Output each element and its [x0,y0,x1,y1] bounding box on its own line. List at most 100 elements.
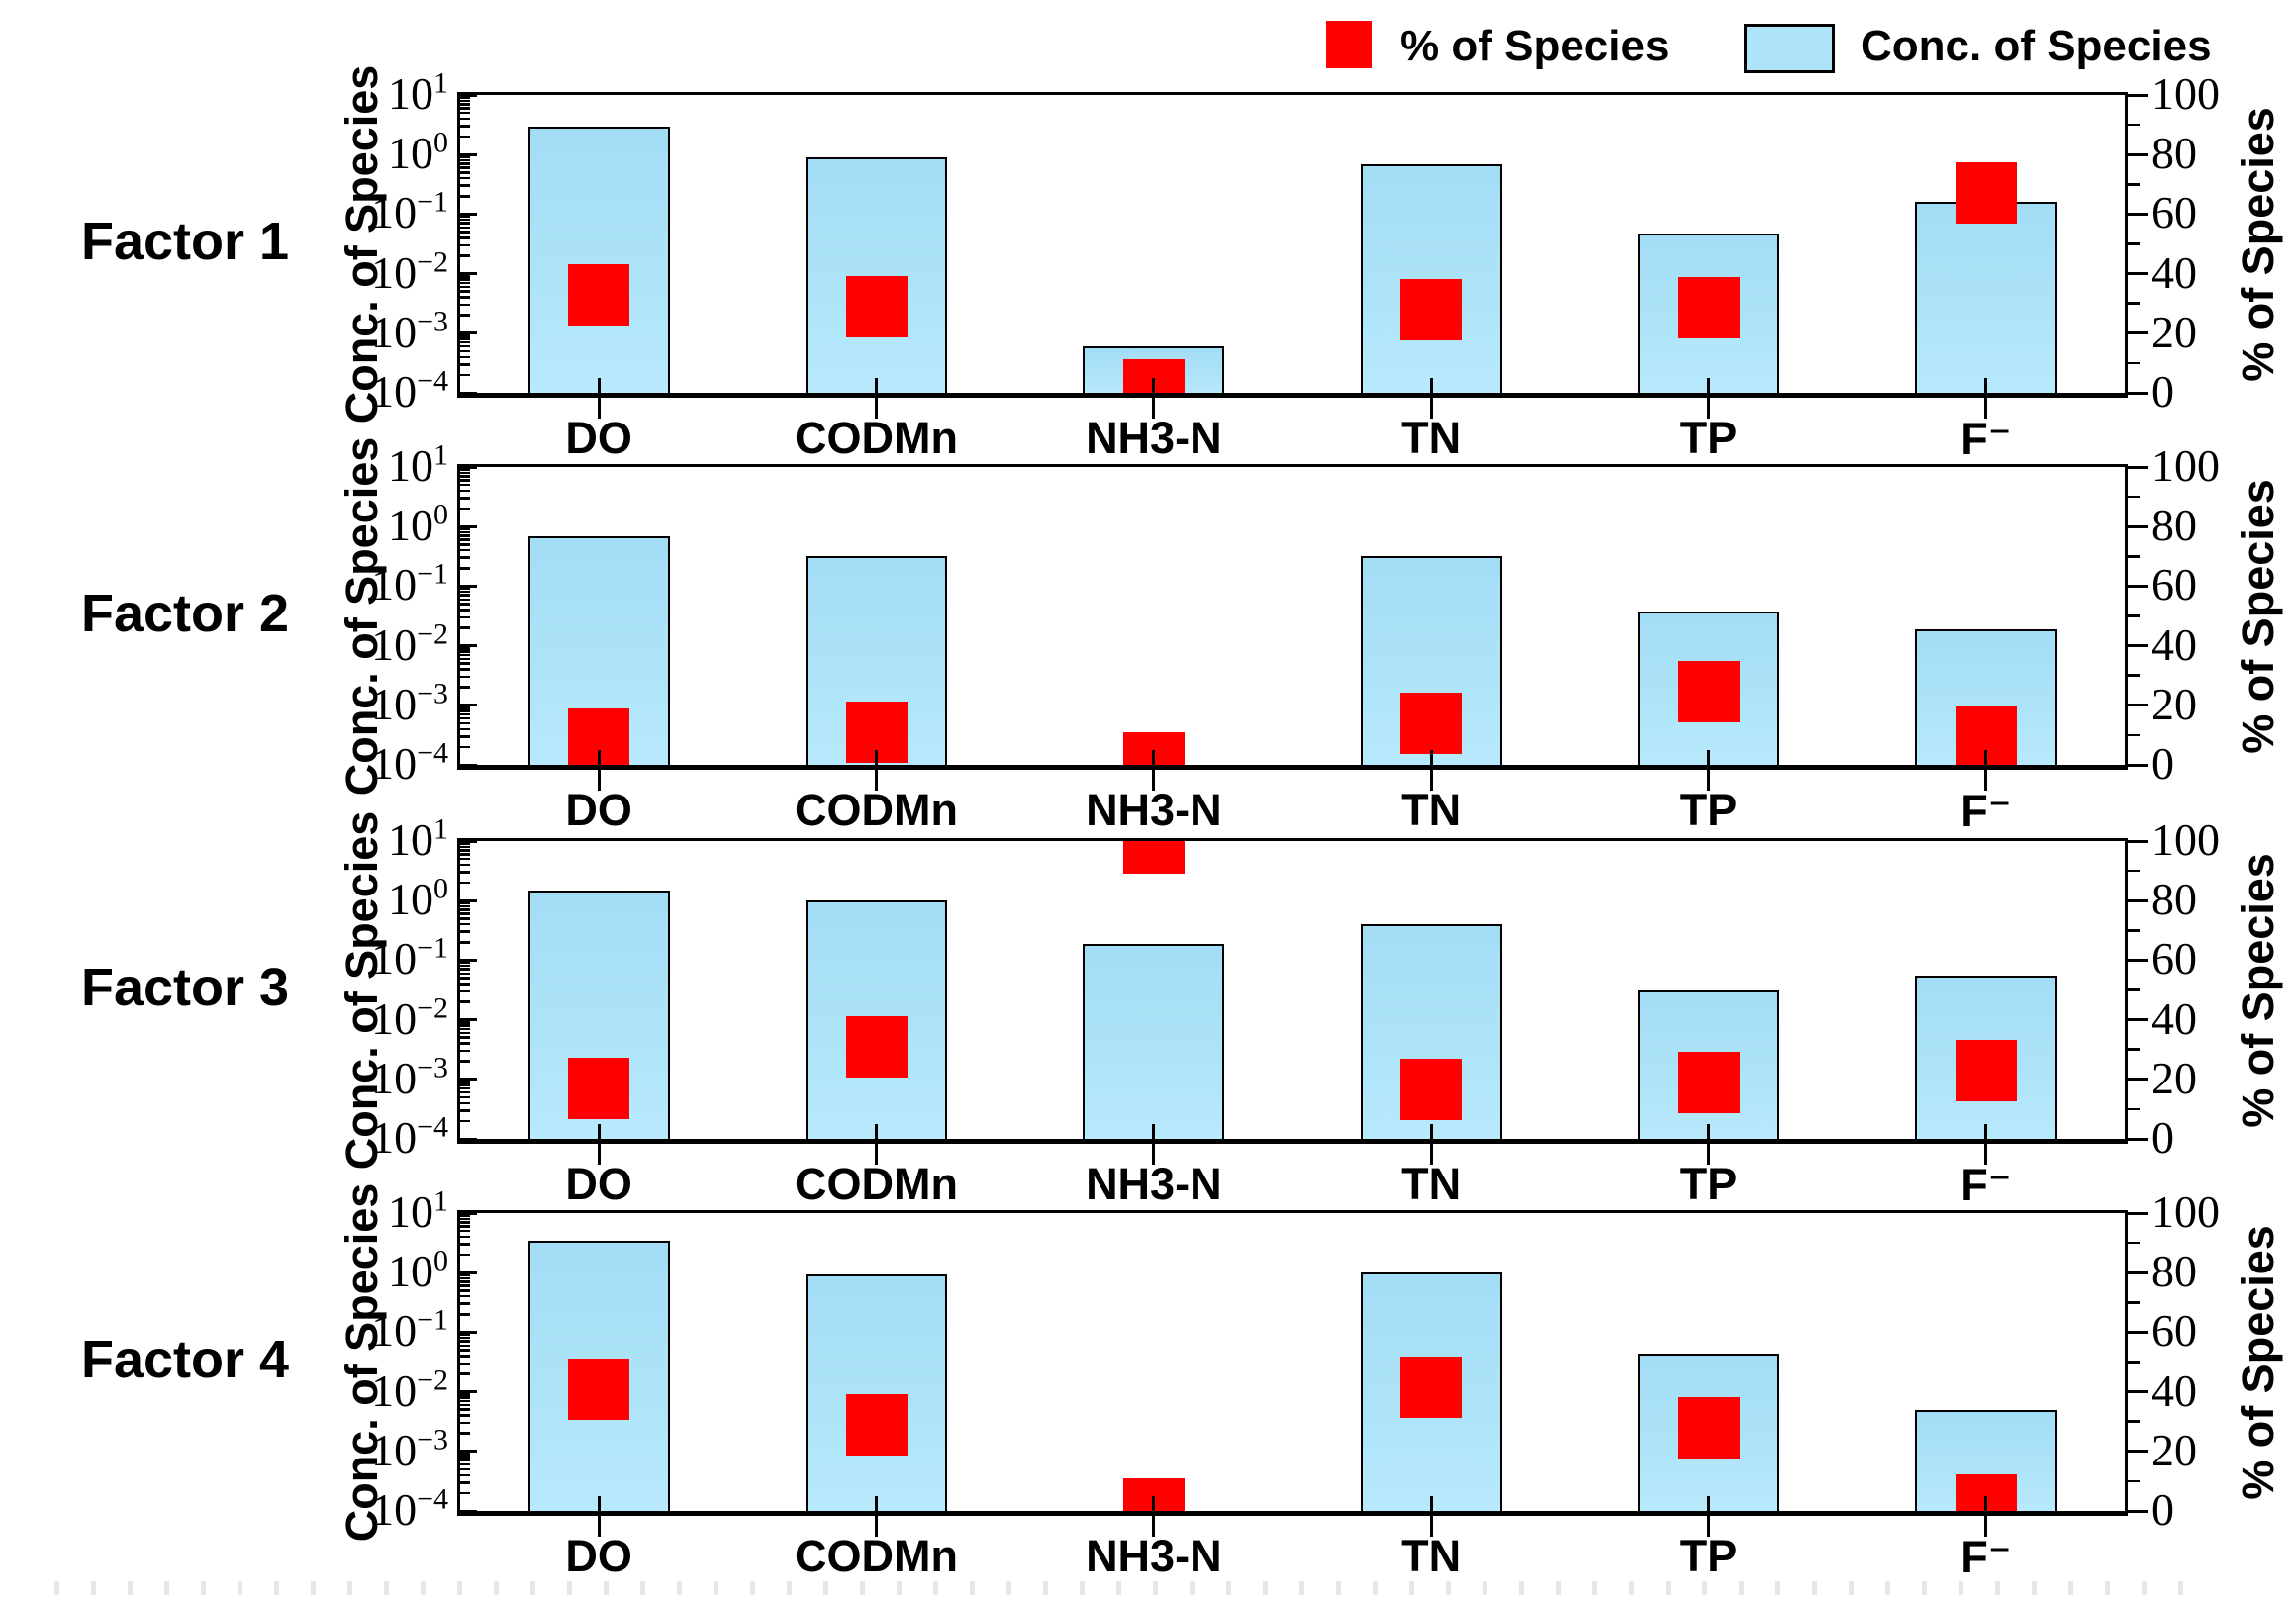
y-minor-tick [460,111,470,115]
pct-minor-tick [2128,1048,2140,1051]
y-tick-exponent: 1 [433,1184,448,1218]
pct-minor-tick [2128,929,2140,932]
x-category-label-DO: DO [565,1159,632,1209]
y-minor-tick [460,278,470,281]
pct-major-tick [2128,704,2148,707]
y-tick-label-10e-4: 10−4 [371,1482,448,1535]
y-minor-tick [460,1355,470,1358]
y-minor-tick [460,1336,470,1340]
pct-minor-tick [2128,302,2140,305]
y-minor-tick [460,363,470,366]
y-tick-label-10e0: 100 [388,498,448,551]
x-tick-outer [1984,1143,1988,1165]
bottom-tick-marks-artifact [54,1581,2202,1595]
pct-marker-DO [568,263,630,326]
x-tick-outer [1429,769,1433,791]
pct-marker-NH3-N [1122,841,1185,874]
pct-tick-label-60: 60 [2152,1305,2197,1357]
y-minor-tick [460,543,470,546]
y-minor-tick [460,745,470,749]
pct-tick-label-20: 20 [2152,1424,2197,1475]
y-minor-tick [460,650,470,653]
y-minor-tick [460,96,470,99]
y-minor-tick [460,344,470,348]
pct-tick-label-0: 0 [2152,738,2174,789]
y-major-tick [460,1330,477,1334]
x-tick-inner [597,1496,601,1511]
y-minor-tick [460,567,470,570]
y-minor-tick [460,195,470,198]
y-minor-tick [460,534,470,537]
x-tick-inner [1984,1496,1988,1511]
y-major-tick [460,1213,477,1215]
y-tick-label-10e1: 101 [388,1184,448,1237]
conc-bar-F⁻ [1915,628,2057,765]
y-minor-tick [460,1276,470,1280]
x-tick-inner [1152,378,1156,393]
x-category-label-TN: TN [1401,413,1462,463]
pct-minor-tick [2128,361,2140,365]
x-tick-inner [597,1124,601,1139]
y-tick-exponent: −4 [417,364,448,398]
pct-minor-tick [2128,1301,2140,1304]
pct-marker-TP [1677,1396,1740,1459]
y-tick-exponent: 0 [433,1244,448,1277]
pct-major-tick [2128,331,2148,335]
y-minor-tick [460,507,470,511]
x-tick-outer [597,1143,601,1165]
y-minor-tick [460,1083,470,1086]
y-minor-tick [460,285,470,289]
y-tick-exponent: −1 [417,932,448,966]
y-minor-tick [460,1396,470,1399]
y-minor-tick [460,735,470,738]
x-tick-inner [875,1496,878,1511]
pct-minor-tick [2128,1361,2140,1364]
pct-major-tick [2128,1509,2148,1513]
y-tick-exponent: −2 [417,991,448,1025]
y-tick-exponent: −1 [417,558,448,592]
pct-minor-tick [2128,495,2140,499]
y-tick-label-10e-4: 10−4 [371,364,448,417]
y-minor-tick [460,527,470,531]
x-tick-outer [1152,397,1156,419]
pct-major-tick [2128,1137,2148,1141]
y-minor-tick [460,1253,470,1257]
pct-tick-label-60: 60 [2152,559,2197,611]
conc-bar-CODMn [806,555,947,765]
y-tick-exponent: −2 [417,1364,448,1397]
x-category-label-F⁻: F⁻ [1961,1532,2012,1582]
y-minor-tick [460,972,470,975]
pct-tick-label-20: 20 [2152,678,2197,729]
y-minor-tick [460,989,470,993]
x-tick-inner [1152,1124,1156,1139]
pct-major-tick [2128,1450,2148,1454]
x-category-label-F⁻: F⁻ [1961,414,2012,464]
conc-bar-NH3-N [1083,943,1225,1139]
x-tick-outer [1984,1515,1988,1537]
y-tick-exponent: 1 [433,438,448,472]
pct-tick-label-100: 100 [2152,1186,2220,1237]
x-category-label-NH3-N: NH3-N [1086,785,1222,835]
y-tick-exponent: −3 [417,1423,448,1457]
y-tick-exponent: −4 [417,736,448,770]
y-major-tick [460,958,477,962]
pct-marker-CODMn [845,275,908,337]
pct-major-tick [2128,1330,2148,1334]
pct-minor-tick [2128,1479,2140,1483]
y-minor-tick [460,853,470,856]
y-minor-tick [460,716,470,720]
y-minor-tick [460,215,470,219]
x-category-label-TN: TN [1401,1159,1462,1209]
y-minor-tick [460,117,470,121]
y-minor-tick [460,99,470,103]
y-minor-tick [460,594,470,597]
y-tick-label-10e-4: 10−4 [371,736,448,789]
pct-tick-label-80: 80 [2152,874,2197,925]
x-tick-inner [1152,750,1156,765]
pct-minor-tick [2128,988,2140,991]
pct-major-tick [2128,1390,2148,1394]
x-tick-outer [875,1515,878,1537]
y-minor-tick [460,1101,470,1104]
y-minor-tick [460,1414,470,1417]
x-tick-inner [597,378,601,393]
